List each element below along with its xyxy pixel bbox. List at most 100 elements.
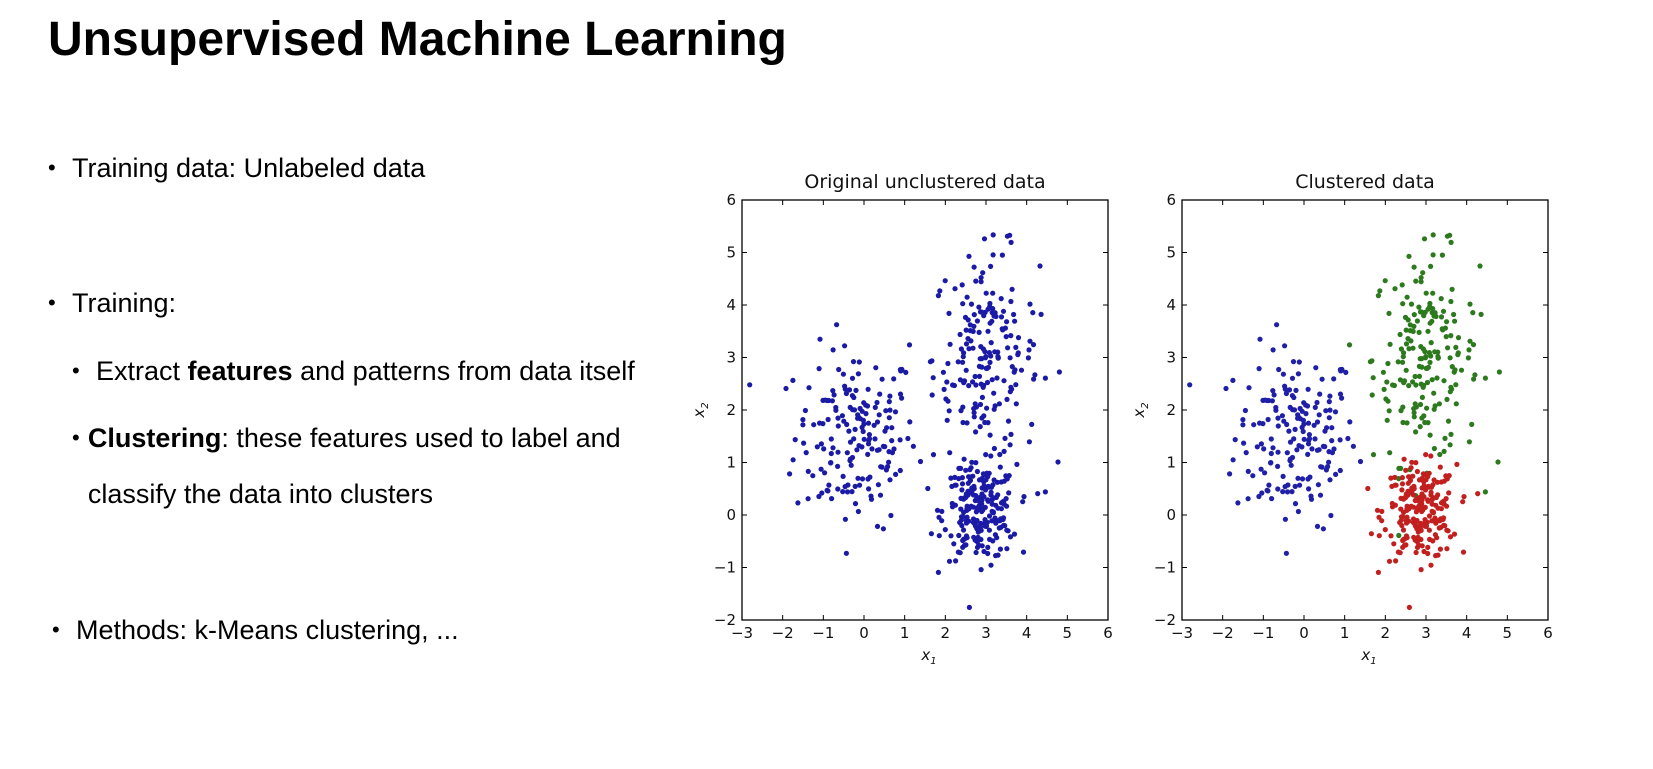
data-point — [1433, 494, 1439, 501]
data-point — [1289, 489, 1295, 495]
data-point — [974, 544, 981, 550]
data-point — [1401, 378, 1408, 384]
data-point — [1311, 422, 1317, 428]
data-point — [1414, 526, 1420, 532]
data-point — [1280, 473, 1286, 479]
data-point — [985, 420, 991, 426]
data-point — [1465, 355, 1471, 361]
data-point — [1440, 308, 1447, 314]
bullet-dot: • — [52, 617, 60, 642]
data-point — [1428, 453, 1434, 459]
data-point — [945, 398, 951, 404]
data-point — [855, 508, 861, 515]
data-point — [1444, 527, 1450, 533]
data-point — [973, 460, 979, 466]
data-point — [855, 475, 861, 481]
scatter-plots: Original unclustered data−3 −2 −1 0 1 2 3 4 5 6−2… — [690, 171, 1553, 667]
data-point — [1266, 482, 1272, 488]
y-tick-label: 4 — [726, 296, 736, 314]
data-point — [1270, 388, 1276, 394]
bullet-text: Methods: k-Means clustering, ... — [76, 615, 459, 645]
data-point — [844, 450, 850, 456]
data-point — [1284, 450, 1290, 456]
x-tick-label: 0 — [859, 624, 869, 642]
data-point — [979, 364, 985, 370]
data-point — [835, 449, 841, 455]
data-point — [1441, 478, 1447, 484]
data-point — [1015, 335, 1022, 341]
x-axis-label: x1 — [1360, 646, 1376, 667]
data-point — [1287, 439, 1294, 445]
data-point — [1297, 416, 1303, 422]
data-point — [990, 232, 996, 238]
data-point — [1395, 359, 1401, 365]
data-point — [984, 365, 990, 371]
data-point — [1009, 364, 1015, 370]
data-point — [961, 456, 967, 462]
data-point — [1426, 513, 1433, 519]
data-point — [1417, 424, 1423, 430]
y-axis-label: x2 — [690, 402, 711, 418]
data-point — [971, 534, 977, 540]
data-point — [836, 366, 842, 373]
data-point — [975, 534, 981, 540]
data-point — [1313, 365, 1319, 371]
data-point — [1447, 355, 1453, 361]
data-point — [1424, 365, 1430, 371]
data-point — [1306, 436, 1313, 442]
data-point — [1440, 515, 1447, 521]
data-point — [998, 296, 1004, 302]
data-point — [1317, 391, 1323, 397]
data-point — [944, 379, 950, 385]
data-point — [1455, 335, 1462, 341]
data-point — [1026, 347, 1032, 353]
data-point — [992, 310, 998, 316]
data-point — [860, 428, 866, 435]
data-point — [1421, 236, 1428, 242]
data-point — [1412, 401, 1418, 407]
data-point — [1417, 309, 1424, 315]
data-point — [1305, 441, 1312, 447]
data-point — [1042, 489, 1048, 495]
data-point — [961, 495, 967, 501]
data-point — [1343, 369, 1349, 375]
data-point — [996, 401, 1002, 407]
bullet-clustering: • Clustering: these features used to lab… — [72, 410, 672, 522]
data-point — [1399, 475, 1405, 481]
data-point — [1282, 343, 1288, 349]
data-point — [956, 532, 962, 539]
data-point — [992, 349, 998, 355]
data-point — [800, 422, 806, 428]
data-point — [978, 275, 984, 281]
y-tick-label: 6 — [726, 191, 736, 209]
data-point — [1357, 458, 1364, 465]
data-point — [1442, 435, 1448, 441]
data-point — [863, 411, 869, 417]
data-point — [826, 482, 832, 488]
data-point — [829, 398, 835, 404]
data-point — [998, 506, 1004, 512]
data-point — [883, 467, 889, 473]
data-point — [1376, 533, 1382, 539]
data-point — [1430, 252, 1436, 258]
data-point — [942, 527, 948, 533]
data-point — [852, 426, 858, 432]
data-point — [783, 385, 789, 392]
data-point — [891, 446, 897, 452]
data-point — [844, 489, 851, 495]
data-point — [972, 373, 978, 380]
data-point — [1326, 459, 1332, 465]
data-point — [1381, 386, 1387, 392]
data-point — [1437, 451, 1443, 458]
data-point — [964, 294, 970, 300]
data-point — [982, 523, 988, 529]
data-point — [983, 452, 989, 458]
data-point — [1435, 355, 1441, 361]
data-point — [1333, 471, 1339, 477]
data-point — [1396, 532, 1402, 539]
data-point — [960, 527, 967, 533]
data-point — [961, 378, 968, 384]
data-point — [1031, 376, 1037, 382]
data-point — [1290, 359, 1297, 365]
data-point — [1006, 490, 1012, 496]
